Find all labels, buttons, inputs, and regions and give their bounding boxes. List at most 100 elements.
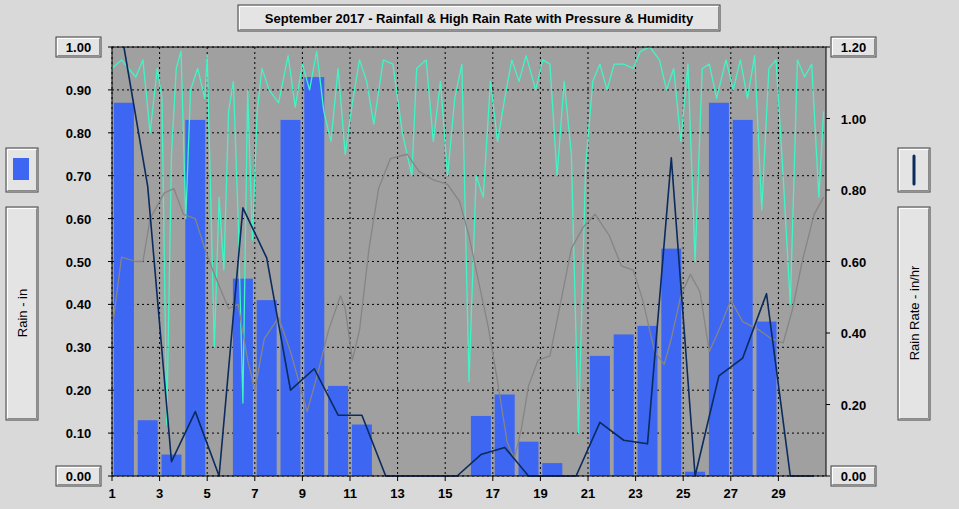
left-tick: [108, 175, 112, 176]
x-tick-label: 11: [343, 486, 357, 501]
grid-line-x: [254, 47, 255, 476]
legend-swatch: [13, 158, 29, 180]
right-label-box-light: [900, 209, 929, 419]
bar: [519, 442, 539, 476]
right-tick: [826, 190, 830, 191]
x-tick: [445, 476, 446, 481]
y2-axis-label: Rain Rate - in/hr: [907, 265, 922, 360]
right-legend-box: [898, 148, 930, 192]
left-axis: [108, 47, 112, 476]
left-legend-box-light: [8, 150, 37, 191]
right-axis: [826, 47, 830, 476]
left-tick: [108, 47, 112, 48]
right-tick-label: 0.00: [841, 469, 866, 484]
line-series: [112, 154, 824, 459]
x-tick: [778, 476, 779, 481]
right-tick: [826, 476, 830, 477]
left-tick: [108, 132, 112, 133]
left-tick-label: 0.50: [66, 255, 91, 270]
left-label-box: [6, 207, 38, 420]
right-tick-label: 1.20: [841, 40, 866, 55]
right-tick: [826, 261, 830, 262]
left-tick-label: 0.30: [66, 340, 91, 355]
x-tick: [730, 476, 731, 481]
right-tick: [826, 404, 830, 405]
right-tick-box-frame: [831, 37, 876, 57]
bar: [138, 420, 158, 476]
right-tick: [826, 118, 830, 119]
y-axis-label: Rain - in: [15, 289, 30, 337]
right-tick-box-shade: [833, 468, 875, 485]
x-tick-label: 15: [438, 486, 452, 501]
left-tick-label: 0.70: [66, 169, 91, 184]
right-legend-box-shade: [900, 150, 929, 191]
x-tick-label: 25: [676, 486, 690, 501]
left-legend-box-frame: [6, 148, 38, 192]
right-tick-label: 0.40: [841, 326, 866, 341]
x-tick: [397, 476, 398, 481]
grid-line-x: [588, 47, 589, 476]
x-axis: 1357911131517192123252729: [108, 476, 785, 501]
right-tick: [826, 47, 830, 48]
left-label-box-light: [8, 209, 37, 419]
x-tick-label: 1: [108, 486, 115, 501]
line-series: [124, 47, 814, 476]
right-tick-box-light: [833, 39, 875, 56]
right-tick-box: [831, 37, 876, 57]
grid-line-x: [397, 47, 398, 476]
left-tick-box-light: [58, 468, 100, 485]
left-tick-box-frame: [56, 466, 101, 486]
right-legend-box-frame: [898, 148, 930, 192]
bar: [733, 120, 753, 476]
x-tick-label: 21: [581, 486, 595, 501]
right-tick-box-frame: [831, 466, 876, 486]
x-tick: [635, 476, 636, 481]
plot-frame: [112, 47, 826, 476]
left-tick-label: 0.60: [66, 212, 91, 227]
x-tick-label: 3: [156, 486, 163, 501]
bar: [257, 300, 277, 476]
right-legend-box-light: [900, 150, 929, 191]
left-tick-box-frame: [56, 37, 101, 57]
right-tick-box-light: [833, 468, 875, 485]
x-tick-label: 27: [724, 486, 738, 501]
right-tick-label: 0.60: [841, 255, 866, 270]
grid-line-x: [445, 47, 446, 476]
grid: [112, 47, 826, 476]
x-tick: [207, 476, 208, 481]
left-tick: [108, 261, 112, 262]
right-label-box: [898, 207, 930, 420]
left-tick-box-shade: [58, 468, 100, 485]
bar: [590, 356, 610, 476]
line-series: [112, 47, 824, 433]
x-tick-label: 7: [251, 486, 258, 501]
bar: [281, 120, 301, 476]
title-box: [238, 5, 720, 31]
x-tick: [350, 476, 351, 481]
title-box-light: [240, 7, 719, 30]
left-tick: [108, 390, 112, 391]
left-tick: [108, 433, 112, 434]
bar: [471, 416, 491, 476]
left-legend-box-shade: [8, 150, 37, 191]
chart: September 2017 - Rainfall & High Rain Ra…: [0, 0, 959, 509]
left-tick-label: 0.80: [66, 126, 91, 141]
x-tick: [112, 476, 113, 481]
right-label-box-shade: [900, 209, 929, 419]
x-tick-label: 5: [204, 486, 211, 501]
grid-line-x: [350, 47, 351, 476]
title-box-shade: [240, 7, 719, 30]
left-tick-box-light: [58, 39, 100, 56]
grid-line-x: [302, 47, 303, 476]
left-label-box-frame: [6, 207, 38, 420]
grid-line-x: [159, 47, 160, 476]
grid-line-x: [540, 47, 541, 476]
x-tick: [683, 476, 684, 481]
left-tick-label: 0.10: [66, 426, 91, 441]
bar: [495, 394, 515, 476]
left-label-box-shade: [8, 209, 37, 419]
left-tick-label: 0.00: [66, 469, 91, 484]
x-tick-label: 29: [771, 486, 785, 501]
left-tick: [108, 218, 112, 219]
left-tick: [108, 347, 112, 348]
